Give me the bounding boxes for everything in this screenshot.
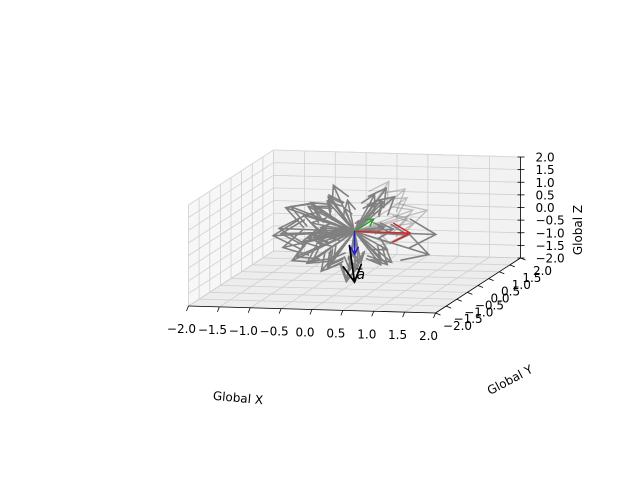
x-tick-label: 1.0 [357,327,376,341]
x-tick [247,307,251,313]
z-tick-label: −1.0 [536,226,565,240]
y-tick-label: 1.5 [522,271,541,285]
y-tick-label: −2.0 [443,319,472,333]
y-tick [445,305,452,309]
x-tick-label: 0.5 [326,326,345,340]
y-tick [467,292,473,295]
frame-axis-vector [350,230,359,256]
gridline-y [241,170,489,279]
x-tick-label: 0.0 [295,326,314,340]
z-tick-label: 0.5 [536,188,555,202]
cluster-vector [279,219,356,247]
x-tick [340,310,344,316]
y-tick-label: −1.0 [464,305,493,319]
cluster-vector [353,230,431,261]
labelled-vectors: a [342,244,366,284]
cluster-vector [294,230,356,260]
x-tick [402,311,405,318]
z-tick-label: −1.5 [536,239,565,253]
vector-a [342,244,363,284]
y-tick-label: 0.0 [490,292,509,306]
x-tick-label: −2.0 [167,322,196,336]
cluster-vector [327,230,356,268]
cluster-vector [343,198,356,233]
gridline-y [209,191,457,300]
vector-cluster [271,180,438,284]
cluster-vector [353,230,382,267]
z-tick-label: 1.0 [536,176,555,190]
z-axis-title: Global Z [571,205,585,255]
y-tick-label: 0.5 [501,285,520,299]
frame-axis-vector [353,218,375,233]
x-tick [309,309,313,315]
y-tick [509,264,516,268]
gridline-y [198,198,447,307]
y-axis-title: Global Y [485,362,536,398]
x-tick [217,306,220,313]
cluster-vector [313,206,356,233]
cluster-vector [353,186,388,233]
y-tick-label: −0.5 [475,298,504,312]
frame-axis-vector [353,222,412,243]
y-tick [488,278,494,281]
y-tick [520,257,526,261]
vector-label-a: a [357,267,366,283]
cluster-vector [353,214,415,237]
gridline-y [230,177,479,286]
cluster-vector [328,193,356,233]
y-tick [499,271,505,275]
y-tick-label: 2.0 [533,264,552,278]
y-tick [435,312,441,316]
x-tick-label: −1.0 [229,324,258,338]
frame-axes [350,218,412,256]
cluster-vector [305,230,356,265]
x-tick [186,305,189,312]
x-tick [371,311,375,317]
x-tick [433,312,436,319]
y-tick [477,285,484,288]
x-tick [278,308,282,314]
x-tick-label: −0.5 [260,325,289,339]
x-tick-label: 1.5 [388,328,407,342]
gridline-y [251,163,500,273]
y-tick [456,298,462,302]
gridline-y [219,184,468,293]
cluster-vector [353,203,429,233]
z-tick-label: −0.5 [536,214,565,228]
gridline-y [262,156,510,266]
tick-labels: −2.0 −2.0−2.0−1.5−1.5−1.5−1.0−1.0−1.0−0.5… [167,151,565,344]
cluster-vector [313,228,356,244]
z-tick-label: 0.0 [536,201,555,215]
x-tick-label: −1.5 [198,323,227,337]
z-tick-label: −2.0 [536,252,565,266]
y-tick-label: −1.5 [454,312,483,326]
cluster-vector [353,205,415,233]
z-tick-label: 1.5 [536,163,555,177]
y-tick-label: 1.0 [512,278,531,292]
z-tick-label: 2.0 [536,151,555,165]
axis-ticks [186,156,526,319]
x-tick-label: 2.0 [419,329,438,343]
x-axis-title: Global X [212,389,263,407]
